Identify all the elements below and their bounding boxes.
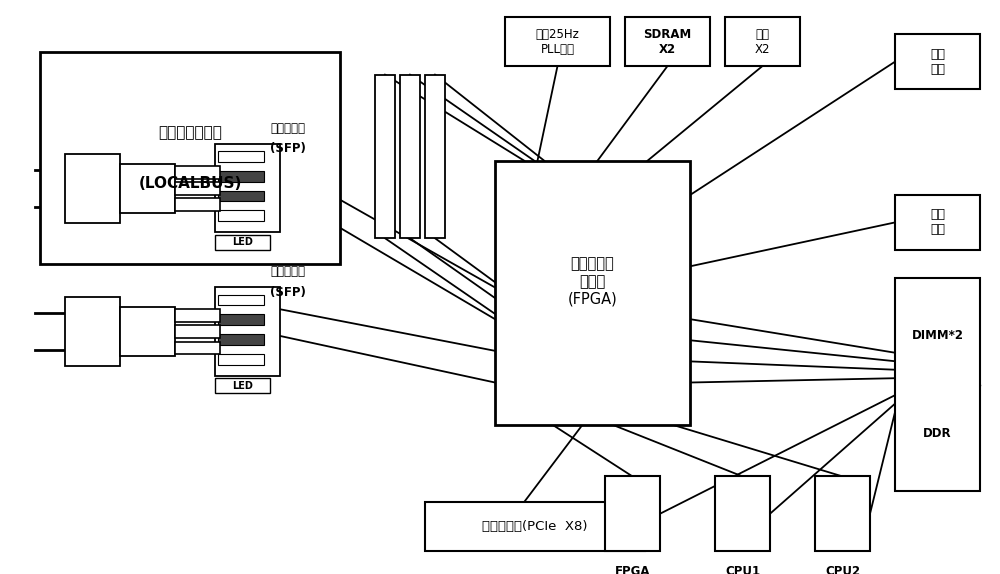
Bar	[218, 315, 264, 325]
Text: (SFP): (SFP)	[270, 286, 305, 299]
Bar	[215, 378, 270, 393]
Bar	[215, 287, 280, 376]
Bar	[175, 342, 220, 354]
Bar	[218, 334, 264, 345]
Text: CPU2: CPU2	[825, 565, 860, 574]
Bar	[215, 235, 270, 250]
Text: 扩展
接口: 扩展 接口	[930, 208, 945, 236]
Text: 时钟25Hz
PLL电路: 时钟25Hz PLL电路	[536, 28, 579, 56]
Bar	[218, 191, 264, 201]
Text: 闪存
X2: 闪存 X2	[755, 28, 770, 56]
Text: 配置
电路: 配置 电路	[930, 48, 945, 76]
Bar	[605, 476, 660, 551]
Bar	[120, 164, 175, 212]
Bar	[218, 354, 264, 364]
Bar	[400, 75, 420, 238]
Bar	[505, 17, 610, 66]
Bar	[895, 278, 980, 491]
Bar	[715, 476, 770, 551]
Text: DDR: DDR	[923, 427, 952, 440]
Bar	[815, 476, 870, 551]
Text: LED: LED	[232, 381, 253, 391]
Text: 边沿连接器(PCIe  X8): 边沿连接器(PCIe X8)	[482, 520, 588, 533]
Bar	[375, 75, 395, 238]
Text: FPGA: FPGA	[615, 565, 650, 574]
Bar	[218, 294, 264, 305]
Bar	[895, 34, 980, 89]
Bar	[65, 297, 120, 366]
Bar	[175, 198, 220, 211]
Bar	[175, 309, 220, 322]
Text: 本地自定义总线: 本地自定义总线	[158, 125, 222, 140]
Text: 光模块接口: 光模块接口	[270, 265, 305, 278]
Bar	[425, 502, 645, 551]
Text: LED: LED	[232, 237, 253, 247]
Bar	[175, 182, 220, 195]
Bar	[40, 52, 340, 264]
Bar	[218, 171, 264, 181]
Bar	[895, 195, 980, 250]
Text: CPU1: CPU1	[725, 565, 760, 574]
Bar	[218, 211, 264, 221]
Bar	[215, 144, 280, 232]
Text: 现场可编程
门阵列
(FPGA): 现场可编程 门阵列 (FPGA)	[568, 257, 617, 306]
Bar	[625, 17, 710, 66]
Text: (LOCALBUS): (LOCALBUS)	[138, 176, 242, 191]
Text: DIMM*2: DIMM*2	[912, 329, 964, 342]
Text: (SFP): (SFP)	[270, 142, 305, 156]
Text: SDRAM
X2: SDRAM X2	[643, 28, 692, 56]
Bar	[495, 161, 690, 425]
Bar	[175, 325, 220, 338]
Bar	[65, 154, 120, 223]
Bar	[725, 17, 800, 66]
Bar	[425, 75, 445, 238]
Bar	[120, 308, 175, 356]
Bar	[175, 166, 220, 179]
Text: 光模块接口: 光模块接口	[270, 122, 305, 135]
Bar	[218, 151, 264, 162]
